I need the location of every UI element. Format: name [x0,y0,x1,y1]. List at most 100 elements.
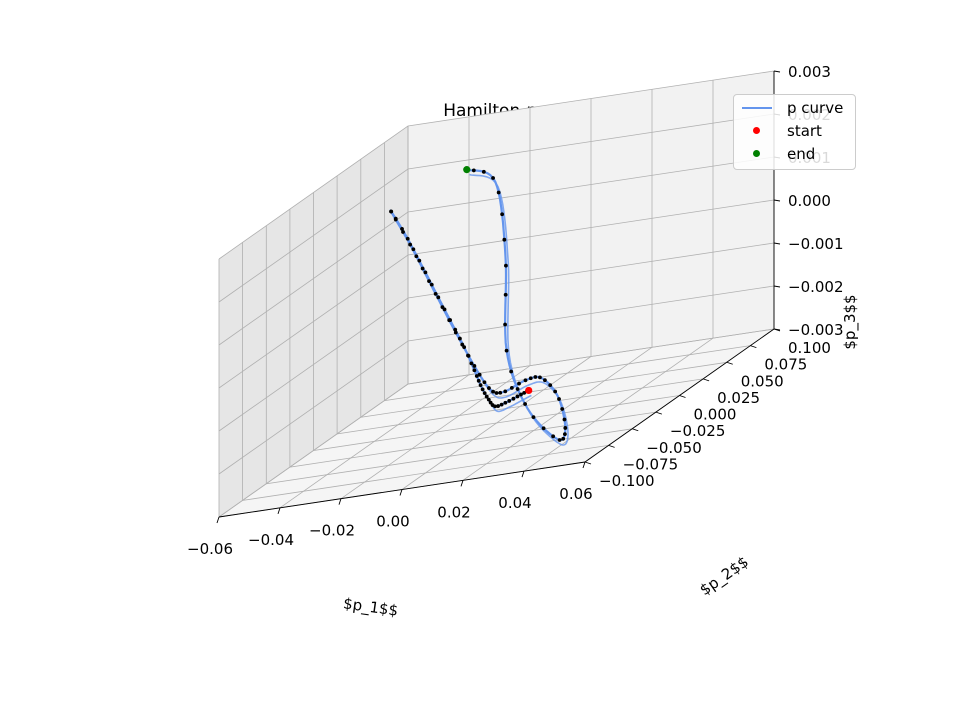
sample-point [414,254,419,259]
sample-point [562,417,567,422]
sample-point [503,400,508,405]
sample-point [427,279,431,284]
x-tick-mark [521,471,525,478]
z-tick-mark [773,242,781,245]
sample-point [507,399,512,403]
sample-point [504,263,508,268]
x-tick-label: −0.02 [309,522,355,540]
sample-point [486,397,491,402]
sample-point [494,391,499,395]
sample-point [553,389,558,394]
sample-point [502,237,507,242]
sample-point [476,378,481,383]
sample-point [515,394,520,399]
sample-point [400,226,404,231]
sample-point [500,212,505,217]
y-tick-label: 0.000 [694,406,737,424]
sample-point [562,432,567,437]
x-tick-label: 0.06 [559,485,592,503]
y-tick-mark [726,361,733,365]
sample-point [487,386,491,390]
legend-start-swatch [753,127,760,134]
grid-line-z [218,113,775,303]
x-tick-label: 0.04 [498,494,531,512]
sample-point [440,305,445,310]
sample-point [411,247,416,252]
sample-point [503,292,508,297]
z-tick-label: −0.002 [788,278,844,296]
z-tick-label: −0.001 [788,235,844,253]
legend-end-swatch [753,150,760,157]
legend-label: p curve [787,99,844,117]
sample-point [472,368,477,373]
sample-point [528,376,533,381]
sample-point [560,407,565,411]
sample-point [551,434,556,439]
sample-point [460,342,465,347]
start-point [525,386,533,395]
sample-point [405,236,410,241]
z-tick-mark [773,199,781,202]
sample-point [543,378,547,383]
grid-line-z [218,70,775,260]
sample-point [491,389,495,394]
sample-point [420,266,425,271]
sample-point [523,402,527,406]
y-tick-label: −0.050 [646,439,702,457]
x-tick-label: 0.00 [376,513,409,531]
sample-point [504,348,509,353]
z-tick-mark [773,70,781,73]
sample-point [393,217,398,222]
sample-point [563,426,568,430]
sample-point [429,282,434,287]
end-point [463,166,471,174]
sample-point [531,415,536,420]
sample-point [491,176,495,180]
y-tick-label: −0.025 [670,422,726,440]
sample-point [538,375,542,380]
x-tick-mark [399,489,403,496]
sample-point [503,322,507,327]
z-tick-mark [773,328,781,331]
y-tick-mark [750,345,757,349]
sample-point [447,318,452,323]
sample-point [515,387,520,391]
x-tick-mark [338,498,342,505]
y-tick-mark [655,411,663,415]
y-tick-label: 0.025 [717,389,760,407]
sample-point [496,404,500,408]
legend-label: start [787,122,822,140]
y-tick-mark [608,444,615,448]
grid-line-z [218,242,775,432]
sample-point [478,383,483,388]
y-axis-label: $p_2$$ [696,553,752,600]
sample-point [541,426,546,431]
sample-point [557,397,561,401]
sample-point [423,270,428,275]
sample-point [533,375,538,379]
grid-line-z [218,328,775,518]
x-tick-label: −0.06 [187,540,233,558]
sample-point [509,386,514,390]
z-tick-label: 0.000 [788,192,831,210]
grid-line-z [218,156,775,346]
sample-point [453,327,458,332]
x-tick-mark [582,461,586,469]
legend-label: end [787,145,816,163]
sample-point [482,391,487,396]
legend-line-swatch [742,107,772,109]
sample-point [548,383,553,387]
y-tick-label: −0.075 [623,455,679,473]
sample-point [561,436,566,441]
sample-point [457,336,462,341]
y-tick-mark [679,395,686,398]
sample-point [523,378,528,383]
sample-point [503,389,508,394]
y-tick-label: 0.050 [741,372,784,390]
sample-point [472,364,477,368]
sample-point [436,295,441,300]
sample-point [509,369,514,374]
z-tick-mark [773,285,781,288]
sample-point [389,209,393,214]
